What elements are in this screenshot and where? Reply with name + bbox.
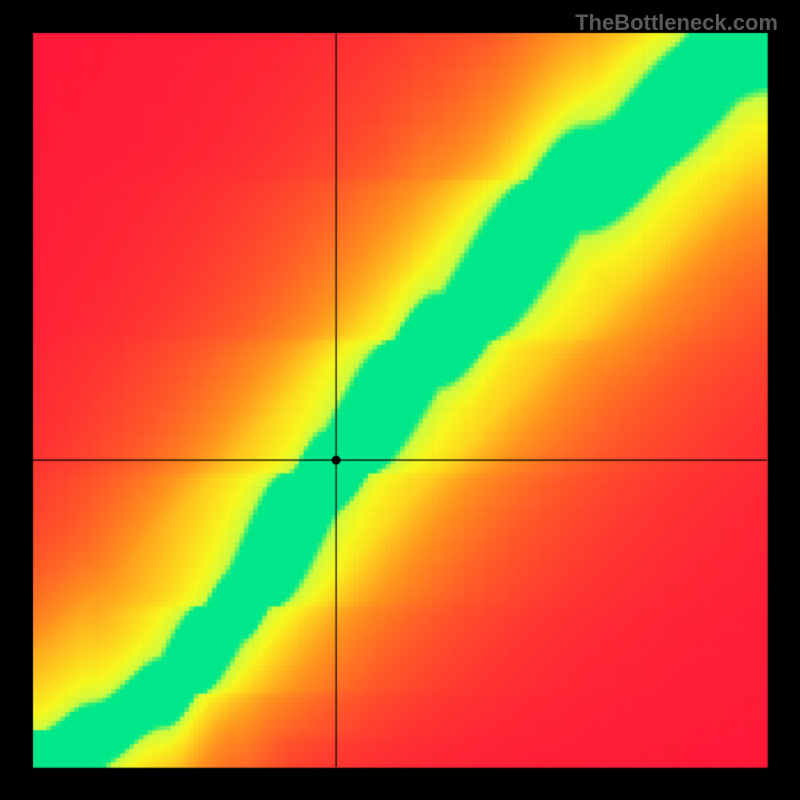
bottleneck-heatmap-canvas: [0, 0, 800, 800]
chart-container: TheBottleneck.com: [0, 0, 800, 800]
watermark-text: TheBottleneck.com: [575, 10, 778, 36]
